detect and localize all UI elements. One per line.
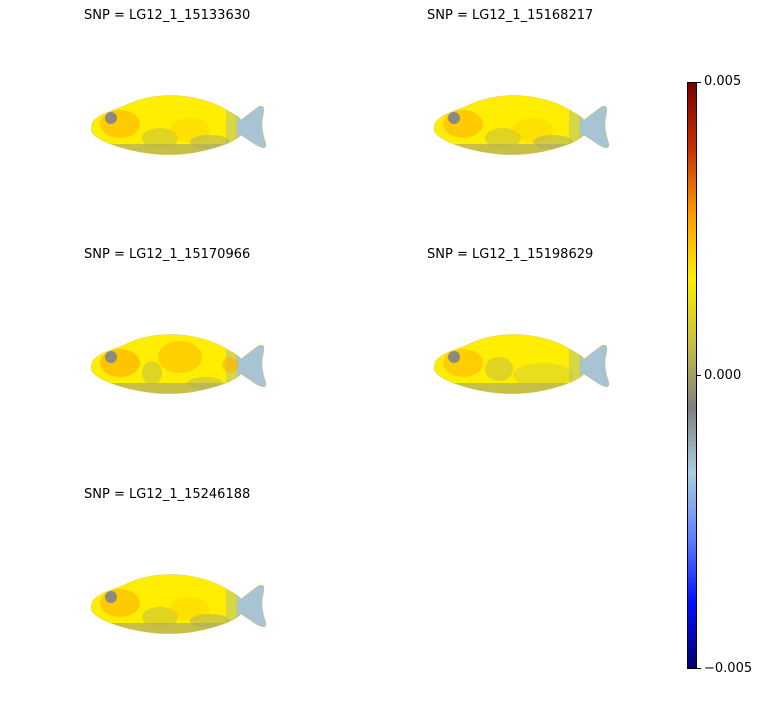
fish-shape-heatmap <box>90 574 266 635</box>
colorbar-tick-label-zero: 0.000 <box>704 368 742 383</box>
panel-2: SNP = LG12_1_15168217 <box>427 8 667 208</box>
fish-shape-heatmap <box>433 95 609 156</box>
panel-title: SNP = LG12_1_15170966 <box>84 247 251 262</box>
colorbar-tick <box>697 668 701 669</box>
panel-title: SNP = LG12_1_15198629 <box>427 247 594 262</box>
panel-3: SNP = LG12_1_15170966 <box>84 247 324 447</box>
fish-shape-heatmap <box>90 334 266 395</box>
panel-1: SNP = LG12_1_15133630 <box>84 8 324 208</box>
colorbar-tick <box>697 82 701 83</box>
panel-title: SNP = LG12_1_15168217 <box>427 8 594 23</box>
colorbar-tick <box>697 375 701 376</box>
colorbar <box>687 82 697 669</box>
colorbar-tick-label-max: 0.005 <box>704 74 742 89</box>
fish-shape-heatmap <box>433 334 609 395</box>
panel-4: SNP = LG12_1_15198629 <box>427 247 667 447</box>
panel-title: SNP = LG12_1_15133630 <box>84 8 251 23</box>
panel-5: SNP = LG12_1_15246188 <box>84 487 324 687</box>
panel-title: SNP = LG12_1_15246188 <box>84 487 251 502</box>
fish-shape-heatmap <box>90 95 266 156</box>
colorbar-tick-label-min: −0.005 <box>704 661 753 676</box>
